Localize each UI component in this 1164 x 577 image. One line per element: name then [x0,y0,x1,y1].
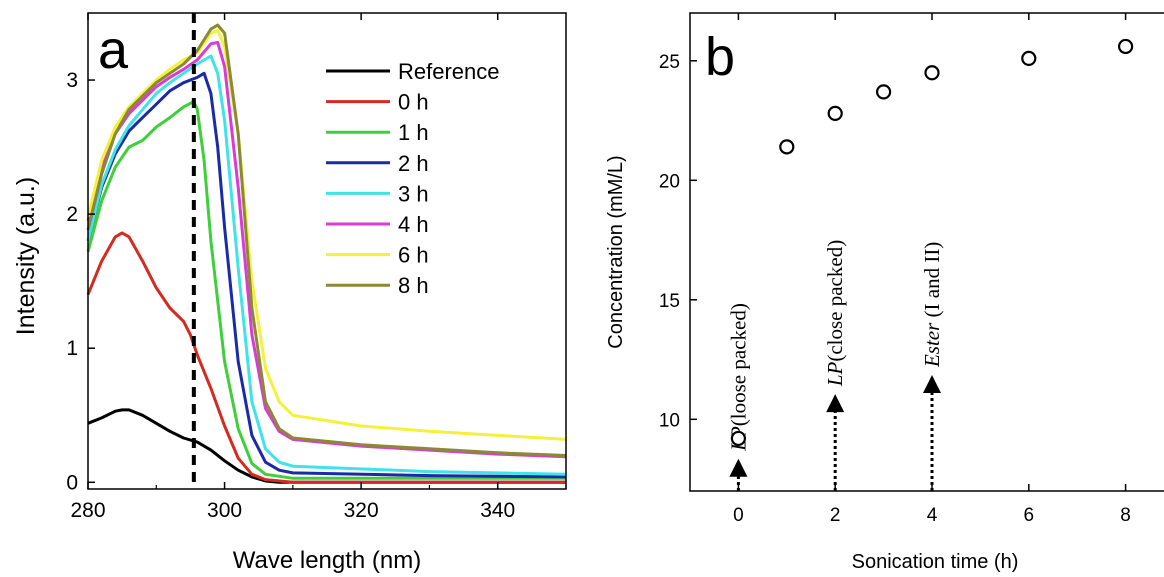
data-point [827,105,843,121]
panel-b-axis-ticks: 0 2 4 6 8 10 15 20 25 [659,13,1131,526]
legend-entry: 0 h [398,90,429,115]
panel-a-legend: Reference 0 h 1 h 2 h 3 h 4 h 6 h 8 h [326,59,500,298]
panel-a-x-axis-label: Wave length (nm) [233,547,422,574]
legend-entry: Reference [398,59,500,84]
panel-b-label: b [705,27,735,87]
data-point [1117,38,1134,55]
data-point [1021,50,1037,67]
series-line-8 [86,23,567,457]
y-tick-label: 10 [659,410,680,431]
y-tick-label: 2 [66,203,78,226]
x-tick-label: 4 [927,505,938,526]
x-tick-label: 340 [480,499,515,522]
annotation-label: Ester (I and II) [920,242,944,368]
panel-a-plot-frame [87,12,567,490]
y-tick-label: 1 [66,337,78,360]
data-point [779,139,795,155]
x-tick-label: 8 [1120,505,1131,526]
annotation-arrowhead [729,458,748,477]
series-line-5 [86,54,567,476]
panel-b-points [730,38,1134,447]
panel-a-label: a [98,20,129,80]
x-tick-label: 300 [207,499,242,522]
chart-panel-b: 0 2 4 6 8 10 15 20 25 LP(loose packed) LP(close p… [605,12,1164,573]
chart-panel-a: 280 300 320 340 0 1 2 3 a Reference 0 h 1 h 2 h 3 h… [12,12,567,574]
series-line-2 [86,231,566,484]
data-point [924,65,940,81]
x-tick-label: 320 [344,499,379,522]
legend-entry: 2 h [398,151,429,176]
y-tick-label: 15 [659,291,680,312]
legend-entry: 3 h [398,181,429,206]
annotation-label: LP(close packed) [823,240,847,387]
annotation-arrowhead [826,394,845,413]
panel-a-axis-ticks: 280 300 320 340 0 1 2 3 [66,13,567,522]
data-point [875,84,892,100]
legend-entry: 8 h [398,273,429,298]
annotation-arrowhead [923,375,941,394]
x-tick-label: 0 [733,505,744,526]
series-line-3 [86,100,566,480]
legend-entry: 1 h [398,120,429,145]
panel-b-y-axis-label: Concentration (mM/L) [605,155,627,348]
y-tick-label: 3 [66,69,78,92]
panel-a-y-axis-label: Intensity (a.u.) [12,177,40,335]
annotation-label: LP(loose packed) [726,303,750,452]
series-line-7 [86,28,567,441]
series-line-4 [86,71,567,479]
y-tick-label: 25 [659,52,680,73]
panel-b-x-axis-label: Sonication time (h) [852,551,1019,573]
panel-a-curves [86,23,567,484]
x-tick-label: 2 [830,505,841,526]
x-tick-label: 280 [70,499,105,522]
x-tick-label: 6 [1024,505,1035,526]
panel-b-annotations: LP(loose packed) LP(close packed) Ester (I… [726,240,944,491]
legend-entry: 6 h [398,243,429,268]
series-line-6 [86,41,567,459]
y-tick-label: 20 [659,171,680,192]
data-point [730,430,747,447]
y-tick-label: 0 [66,471,78,494]
legend-entry: 4 h [398,212,429,237]
